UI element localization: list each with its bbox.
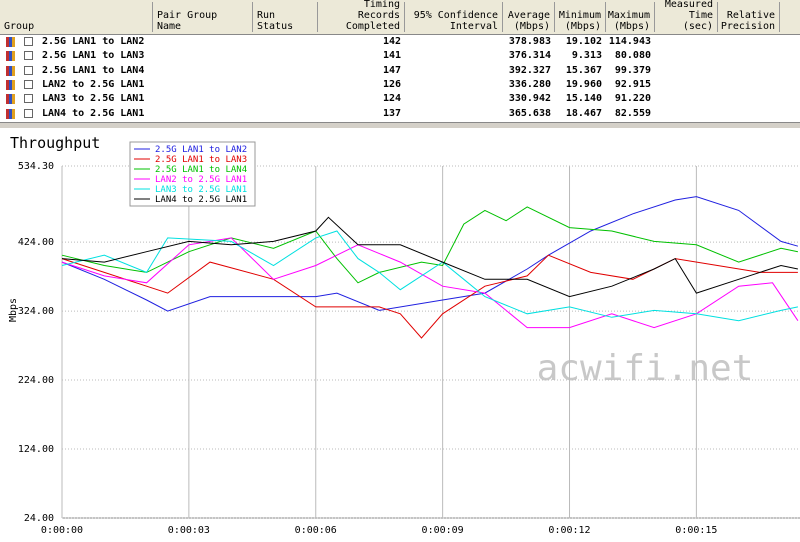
series-line [61,254,798,339]
chart-title: Throughput [10,134,100,152]
series-line [61,206,798,284]
cell-average: 378.983 [508,36,551,47]
y-tick-label: 534.30 [18,161,54,172]
x-tick-label: 0:00:12 [548,525,590,536]
column-header: Average (Mbps) [503,2,555,32]
cell-records: 124 [382,93,401,105]
y-tick-label: 224.00 [18,375,54,386]
cell-maximum: 80.080 [614,50,651,62]
cell-average: 376.314 [508,50,551,62]
y-tick-label: 324.00 [18,306,54,317]
group-name: LAN4 to 2.5G LAN1 [42,107,145,119]
y-tick-label: 24.00 [24,513,54,524]
x-tick-label: 0:00:09 [422,525,464,536]
column-header: Group [0,2,153,32]
results-table: Group Pair Group Name Run Status Timing Rec… [0,0,800,123]
expand-icon [24,37,33,46]
legend-entry: 2.5G LAN1 to LAN4 [155,165,247,175]
y-tick-label: 124.00 [18,444,54,455]
group-name: 2.5G LAN1 to LAN4 [42,64,145,76]
cell-minimum: 19.102 [565,36,602,47]
cell-records: 137 [382,107,401,119]
watermark: acwifi.net [537,348,754,389]
series-line [61,230,799,322]
cell-minimum: 19.960 [565,78,602,90]
cell-average: 330.942 [508,93,551,105]
cell-maximum: 92.915 [614,78,651,90]
chart: Throughput Mbps acwifi.net 24.00 124.00 22… [0,128,800,542]
cell-maximum: 82.559 [614,107,651,119]
legend-entry: 2.5G LAN1 to LAN2 [155,145,247,155]
row-icon [6,79,15,90]
series-line [61,196,799,312]
legend-entry: LAN4 to 2.5G LAN1 [155,195,247,205]
cell-minimum: 18.467 [565,107,602,119]
group-name: 2.5G LAN1 to LAN2 [42,36,145,47]
y-axis-label: Mbps [8,298,19,322]
expand-icon [24,65,33,75]
column-header: Minimum (Mbps) [555,2,606,32]
y-tick-label: 424.00 [18,237,54,248]
column-header: Pair Group Name [153,2,253,32]
cell-average: 365.638 [508,107,551,119]
row-icon [6,94,15,105]
x-tick-label: 0:00:00 [41,525,83,536]
cell-maximum: 114.943 [608,36,651,47]
legend-entry: LAN3 to 2.5G LAN1 [155,185,247,195]
cell-records: 142 [382,36,401,47]
series-line [61,216,799,298]
group-name: 2.5G LAN1 to LAN3 [42,50,145,62]
table-header [0,0,800,35]
legend-entry: 2.5G LAN1 to LAN3 [155,155,247,165]
cell-minimum: 9.313 [571,50,602,62]
cell-records: 147 [382,64,401,76]
column-header: Timing Records Completed [318,0,405,32]
row-icon [6,65,15,76]
column-header: Maximum (Mbps) [606,2,655,32]
cell-average: 336.280 [508,78,551,90]
group-name: LAN3 to 2.5G LAN1 [42,93,145,105]
cell-minimum: 15.367 [565,64,602,76]
x-tick-label: 0:00:15 [675,525,717,536]
group-name: LAN2 to 2.5G LAN1 [42,78,145,90]
series-line [61,237,799,329]
row-icon [6,51,15,62]
cell-records: 141 [382,50,401,62]
cell-records: 126 [382,78,401,90]
expand-icon [24,94,33,104]
legend-box [129,141,256,207]
row-icon [6,37,15,47]
x-tick-label: 0:00:03 [168,525,210,536]
legend-entry: LAN2 to 2.5G LAN1 [155,175,247,185]
x-tick-label: 0:00:06 [295,525,337,536]
expand-icon [24,79,33,89]
cell-average: 392.327 [508,64,551,76]
expand-icon [24,108,33,118]
expand-icon [24,51,33,61]
cell-minimum: 15.140 [565,93,602,105]
column-header: 95% Confidence Interval [405,2,503,32]
cell-maximum: 99.379 [614,64,651,76]
column-header: Relative Precision [718,2,780,32]
cell-maximum: 91.220 [614,93,651,105]
column-header: Run Status [253,2,318,32]
row-icon [6,108,15,119]
column-header: Measured Time (sec) [655,0,718,32]
